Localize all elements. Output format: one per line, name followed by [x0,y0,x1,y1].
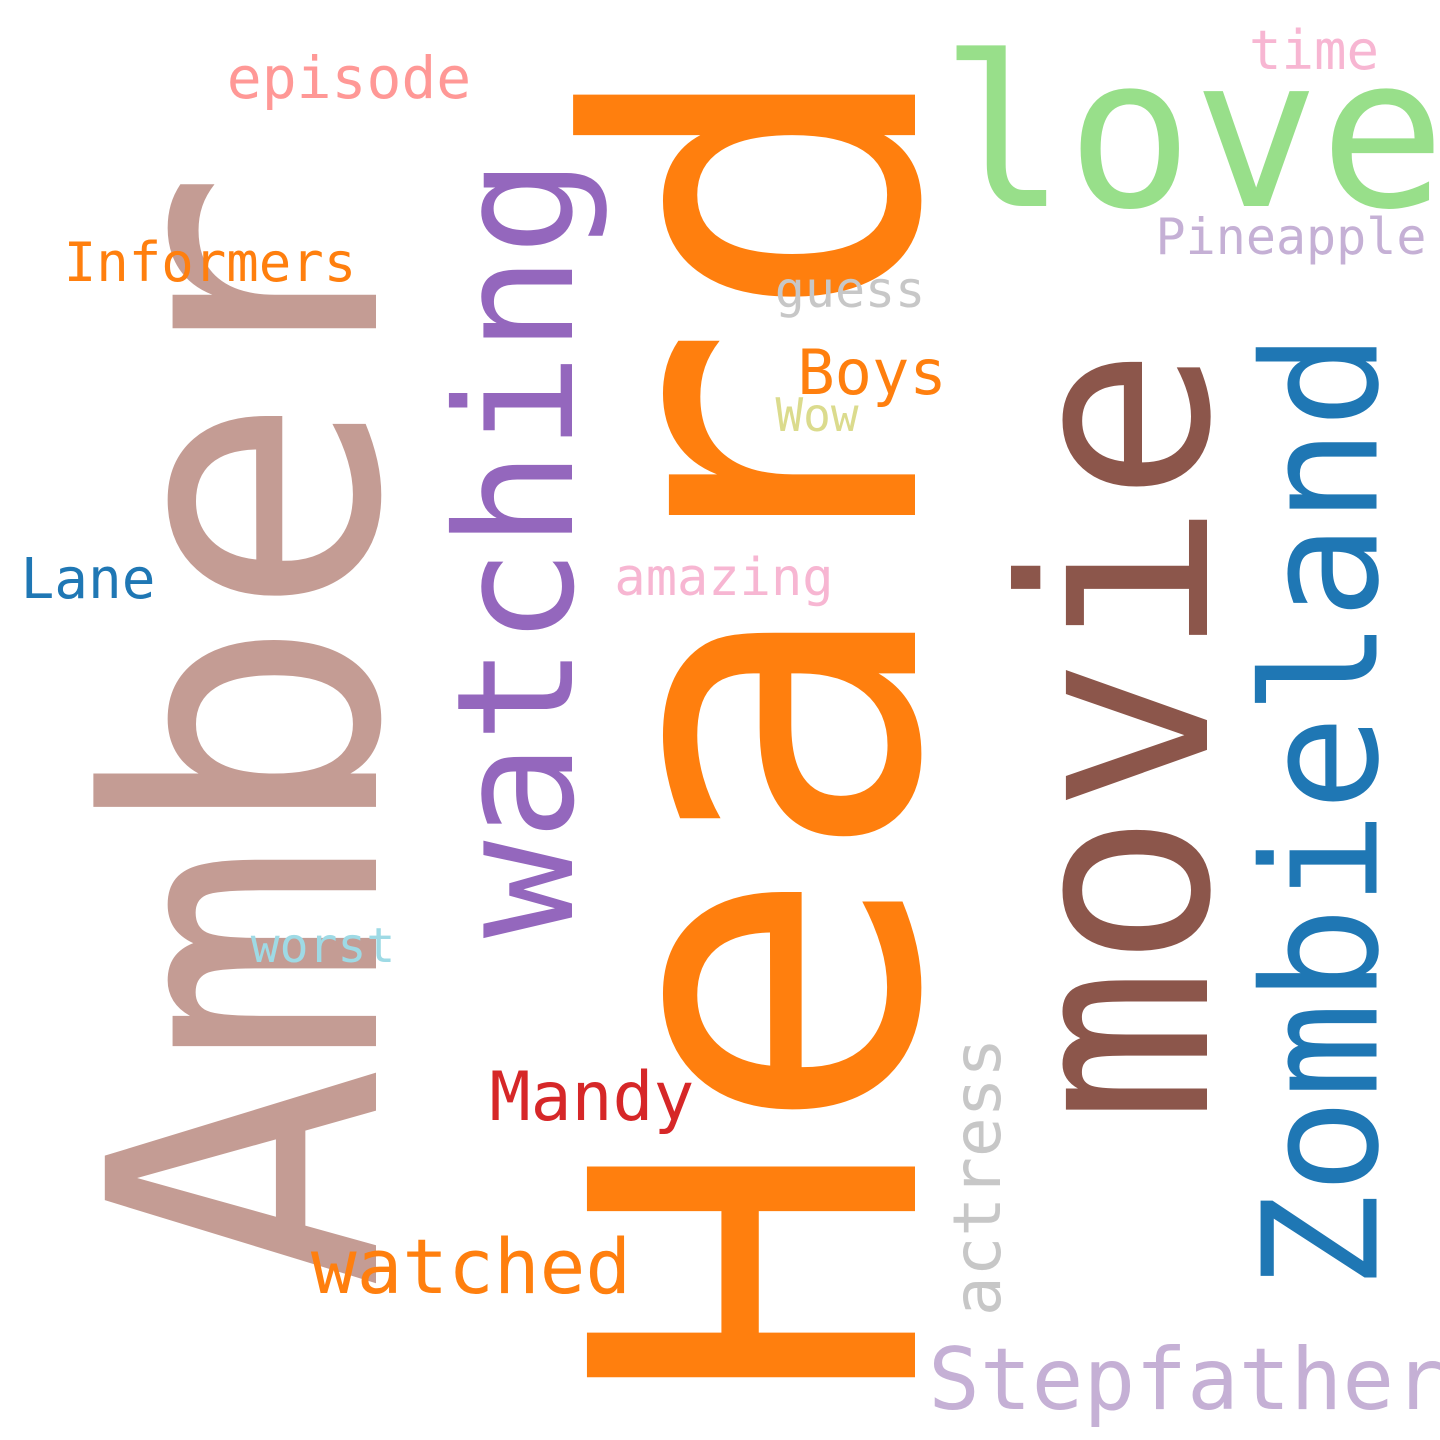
word-lane: Lane [20,547,156,612]
word-worst: worst [250,918,396,974]
word-zombieland: Zombieland [1229,332,1415,1290]
word-amber: Amber [31,170,464,1290]
word-pineapple: Pineapple [1155,208,1427,266]
word-love: love [940,11,1440,256]
word-informers: Informers [63,231,357,294]
word-amazing: amazing [614,548,834,608]
word-episode: episode [226,44,472,112]
word-boys: Boys [797,336,947,409]
word-stepfather: Stepfather [928,1330,1440,1430]
word-watching: watching [423,157,611,939]
word-movie: movie [968,346,1268,1124]
word-actress: actress [939,1037,1016,1317]
word-guess: guess [774,261,926,319]
word-time: time [1248,19,1380,82]
word-mandy: Mandy [489,1058,695,1137]
word-wow: Wow [775,388,859,442]
word-watched: watched [310,1222,632,1311]
